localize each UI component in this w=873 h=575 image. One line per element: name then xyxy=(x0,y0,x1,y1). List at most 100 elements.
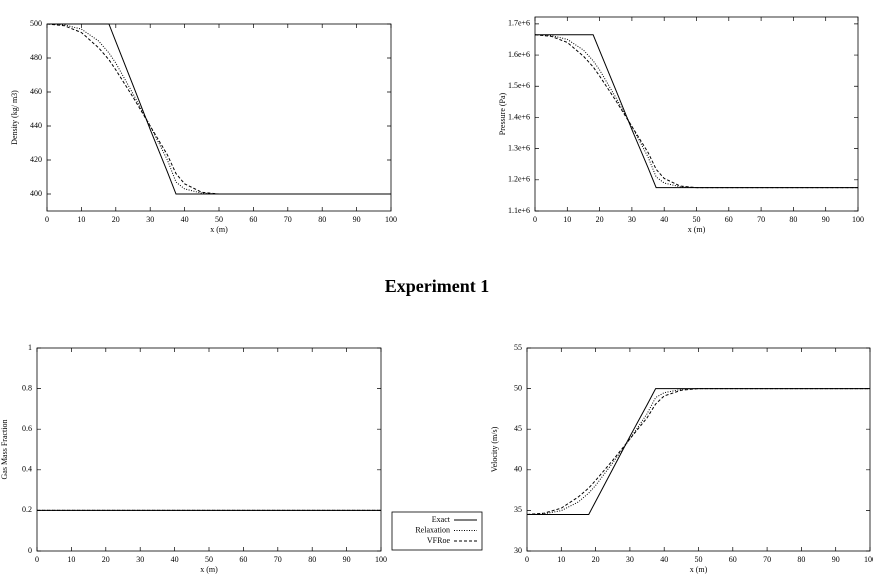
x-tick-label: 100 xyxy=(375,555,387,564)
x-tick-label: 70 xyxy=(274,555,282,564)
x-tick-label: 80 xyxy=(789,215,797,224)
legend-label: VFRoe xyxy=(427,536,451,545)
y-tick-label: 500 xyxy=(30,19,42,28)
y-tick-label: 40 xyxy=(514,465,522,474)
y-tick-label: 0.8 xyxy=(22,383,32,392)
y-tick-label: 55 xyxy=(514,343,522,352)
x-tick-label: 90 xyxy=(343,555,351,564)
chart: 0 10 20 30 40 50 60 70 80 90 100 400 420 440 460 480 500… xyxy=(10,19,397,234)
x-tick-label: 100 xyxy=(864,555,873,564)
y-tick-label: 0.2 xyxy=(22,505,32,514)
x-tick-label: 80 xyxy=(797,555,805,564)
series-line xyxy=(526,388,870,515)
caption: Experiment 1 xyxy=(385,276,489,296)
y-tick-label: 30 xyxy=(514,546,522,555)
y-tick-label: 0.4 xyxy=(22,465,32,474)
x-tick-label: 20 xyxy=(596,215,604,224)
x-tick-label: 60 xyxy=(239,555,247,564)
y-tick-label: 1.5e+6 xyxy=(508,81,530,90)
chart: 0 10 20 30 40 50 60 70 80 90 100 1.1e+6 1.2e+6 1.3e+6… xyxy=(498,16,864,234)
series-line xyxy=(46,23,391,195)
x-tick-label: 40 xyxy=(660,555,668,564)
x-tick-label: 70 xyxy=(757,215,765,224)
x-tick-label: 70 xyxy=(763,555,771,564)
y-tick-label: 1.4e+6 xyxy=(508,112,530,121)
y-tick-label: 35 xyxy=(514,505,522,514)
y-tick-label: 45 xyxy=(514,424,522,433)
x-tick-label: 90 xyxy=(832,555,840,564)
x-tick-label: 80 xyxy=(308,555,316,564)
plot-frame xyxy=(534,16,859,212)
plot-frame xyxy=(526,347,871,552)
plot-frame xyxy=(36,347,382,552)
y-tick-label: 0.6 xyxy=(22,424,32,433)
series-line xyxy=(534,34,858,189)
series-line xyxy=(47,23,391,195)
legend-label: Exact xyxy=(432,515,451,524)
x-axis-label: x (m) xyxy=(690,565,708,574)
x-tick-label: 40 xyxy=(660,215,668,224)
x-tick-label: 0 xyxy=(525,555,529,564)
x-tick-label: 50 xyxy=(215,215,223,224)
y-axis-label: Gas Mass Fraction xyxy=(0,420,9,480)
x-tick-label: 30 xyxy=(136,555,144,564)
y-tick-label: 1.2e+6 xyxy=(508,175,530,184)
y-tick-label: 1.1e+6 xyxy=(508,206,530,215)
y-tick-label: 400 xyxy=(30,189,42,198)
chart: 0 10 20 30 40 50 60 70 80 90 100 0 0.2 0.4 0.6 0.8 1 x (m… xyxy=(0,343,483,574)
y-tick-label: 1.6e+6 xyxy=(508,50,530,59)
x-tick-label: 100 xyxy=(852,215,864,224)
x-tick-label: 40 xyxy=(171,555,179,564)
chart: 0 10 20 30 40 50 60 70 80 90 100 30 35 40 45 50 55 x (m) V… xyxy=(490,343,873,574)
x-tick-label: 40 xyxy=(181,215,189,224)
x-tick-label: 20 xyxy=(592,555,600,564)
x-axis-label: x (m) xyxy=(688,225,706,234)
x-tick-label: 0 xyxy=(45,215,49,224)
x-tick-label: 90 xyxy=(353,215,361,224)
series-line xyxy=(527,388,870,515)
y-axis-label: Velocity (m/s) xyxy=(490,426,499,472)
x-tick-label: 10 xyxy=(77,215,85,224)
x-tick-label: 0 xyxy=(35,555,39,564)
x-tick-label: 50 xyxy=(693,215,701,224)
y-tick-label: 440 xyxy=(30,121,42,130)
x-tick-label: 30 xyxy=(146,215,154,224)
legend-label: Relaxation xyxy=(415,525,450,534)
x-tick-label: 60 xyxy=(729,555,737,564)
x-tick-label: 50 xyxy=(695,555,703,564)
y-tick-label: 0 xyxy=(28,546,32,555)
x-tick-label: 10 xyxy=(67,555,75,564)
y-tick-label: 480 xyxy=(30,53,42,62)
y-axis-label: Pressure (Pa) xyxy=(498,92,507,135)
y-tick-label: 1.3e+6 xyxy=(508,143,530,152)
x-tick-label: 10 xyxy=(563,215,571,224)
series-line xyxy=(534,34,858,189)
x-tick-label: 70 xyxy=(284,215,292,224)
x-tick-label: 50 xyxy=(205,555,213,564)
plot-frame xyxy=(46,23,392,212)
y-tick-label: 460 xyxy=(30,87,42,96)
x-tick-label: 60 xyxy=(725,215,733,224)
y-tick-label: 420 xyxy=(30,155,42,164)
x-tick-label: 30 xyxy=(626,555,634,564)
x-tick-label: 20 xyxy=(112,215,120,224)
x-tick-label: 10 xyxy=(557,555,565,564)
series-line xyxy=(46,23,391,195)
series-line xyxy=(535,34,858,189)
series-line xyxy=(526,388,870,515)
y-axis-label: Density (kg/ m3) xyxy=(10,90,19,145)
y-tick-label: 50 xyxy=(514,383,522,392)
x-tick-label: 20 xyxy=(102,555,110,564)
x-tick-label: 100 xyxy=(385,215,397,224)
x-axis-label: x (m) xyxy=(200,565,218,574)
y-tick-label: 1.7e+6 xyxy=(508,19,530,28)
y-tick-label: 1 xyxy=(28,343,32,352)
x-axis-label: x (m) xyxy=(210,225,228,234)
x-tick-label: 0 xyxy=(533,215,537,224)
x-tick-label: 60 xyxy=(249,215,257,224)
x-tick-label: 80 xyxy=(318,215,326,224)
x-tick-label: 90 xyxy=(822,215,830,224)
x-tick-label: 30 xyxy=(628,215,636,224)
